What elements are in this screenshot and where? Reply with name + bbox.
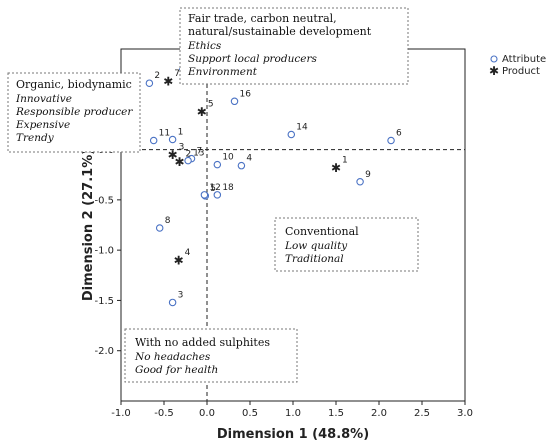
annotation-conventional: Conventional Low quality Traditional	[274, 217, 419, 272]
attribute-label-11: 11	[159, 129, 170, 139]
annotation-box	[7, 72, 141, 153]
attribute-label-1: 1	[178, 128, 184, 138]
attribute-label-8: 8	[165, 216, 171, 226]
x-axis-title: Dimension 1 (48.8%)	[217, 427, 369, 442]
legend-product-label: Product	[502, 66, 540, 77]
attribute-point-13	[184, 156, 192, 165]
y-tick-label: -2.0	[94, 346, 114, 357]
product-label-4: 4	[185, 248, 191, 258]
attribute-point-14	[287, 130, 296, 139]
attribute-label-3: 3	[178, 290, 184, 300]
annotation-box	[179, 7, 409, 85]
product-point-4: ✱	[174, 254, 184, 268]
attribute-point-4	[237, 161, 246, 170]
x-tick-label: 0.5	[242, 408, 258, 419]
legend-product-marker: ✱	[489, 64, 499, 78]
product-label-3: 3	[179, 143, 185, 153]
annotation-item: Responsible producer	[15, 106, 133, 118]
attribute-label-7: 7	[197, 147, 203, 157]
annotation-no-sulphites: With no added sulphites No headaches Goo…	[124, 328, 298, 383]
annotation-box	[124, 328, 298, 383]
attribute-label-2: 2	[154, 71, 160, 81]
product-label-1: 1	[342, 156, 348, 166]
attribute-label-13: 13	[193, 149, 204, 159]
attribute-label-14: 14	[296, 122, 308, 132]
attribute-point-8	[155, 224, 164, 232]
annotation-title-line-1: Fair trade, carbon neutral,	[188, 12, 337, 25]
y-axis-title: Dimension 2 (27.1%)	[81, 149, 96, 301]
attribute-label-6: 6	[396, 129, 402, 139]
annotation-item: Support local producers	[188, 53, 317, 65]
annotation-item: Traditional	[285, 253, 344, 265]
attribute-point-2	[145, 79, 154, 87]
legend-attribute-marker	[490, 55, 498, 63]
axis-ticks: -1.0-0.50.00.51.01.52.02.53.00.50.0-0.5-…	[94, 95, 472, 419]
x-tick-label: 0.0	[199, 408, 215, 419]
reference-lines	[121, 49, 465, 401]
annotation-organic: Organic, biodynamic Innovative Responsib…	[7, 72, 141, 153]
annotation-item: Expensive	[15, 119, 70, 131]
attribute-point-11	[149, 136, 158, 145]
product-label-5: 5	[208, 99, 214, 109]
product-point-2: ✱	[174, 155, 184, 169]
annotation-fair-trade: Fair trade, carbon neutral, natural/sust…	[179, 7, 409, 85]
attribute-label-18: 18	[222, 183, 234, 193]
product-point-7: ✱	[163, 75, 173, 89]
attribute-point-16	[230, 97, 239, 106]
y-tick-label: -0.5	[94, 195, 114, 206]
attribute-label-5: 5	[210, 184, 216, 194]
attribute-label-16: 16	[240, 89, 252, 99]
y-tick-label: -1.0	[94, 246, 114, 257]
legend-attribute-label: Attribute	[502, 54, 546, 65]
x-tick-label: 3.0	[457, 408, 473, 419]
annotation-title-line-2: natural/sustainable development	[188, 25, 372, 38]
product-point-1: ✱	[331, 161, 341, 175]
attribute-point-18	[213, 191, 222, 199]
product-point-5: ✱	[197, 105, 207, 119]
annotation-item: Innovative	[15, 93, 72, 105]
x-tick-label: 2.0	[371, 408, 387, 419]
annotation-item: Environment	[187, 66, 258, 78]
product-point-3: ✱	[168, 148, 178, 162]
attribute-label-4: 4	[246, 154, 252, 164]
attribute-point-3	[168, 298, 177, 307]
attribute-label-12: 12	[209, 183, 220, 193]
annotation-item: No headaches	[134, 351, 211, 363]
attribute-point-10	[213, 160, 222, 169]
x-tick-label: 1.0	[285, 408, 301, 419]
attribute-label-10: 10	[222, 153, 234, 163]
annotation-title: Conventional	[285, 225, 359, 238]
annotation-box	[274, 217, 419, 272]
annotation-item: Ethics	[187, 40, 222, 52]
attribute-label-9: 9	[365, 170, 371, 180]
annotation-title: Organic, biodynamic	[16, 78, 132, 91]
legend: Attribute ✱ Product	[489, 54, 546, 78]
annotation-item: Good for health	[135, 364, 218, 376]
x-tick-label: 2.5	[414, 408, 430, 419]
x-tick-label: -1.0	[111, 408, 131, 419]
attribute-point-6	[387, 136, 395, 145]
x-tick-label: 1.5	[328, 408, 344, 419]
attribute-point-9	[356, 178, 364, 186]
attribute-point-1	[168, 135, 177, 144]
annotation-title: With no added sulphites	[135, 336, 270, 349]
annotation-item: Low quality	[284, 240, 348, 252]
annotation-item: Trendy	[16, 132, 55, 144]
product-label-2: 2	[185, 150, 191, 160]
product-label-7: 7	[174, 69, 180, 79]
y-tick-label: -1.5	[94, 296, 114, 307]
x-tick-label: -0.5	[154, 408, 174, 419]
attribute-point-12	[200, 191, 209, 199]
